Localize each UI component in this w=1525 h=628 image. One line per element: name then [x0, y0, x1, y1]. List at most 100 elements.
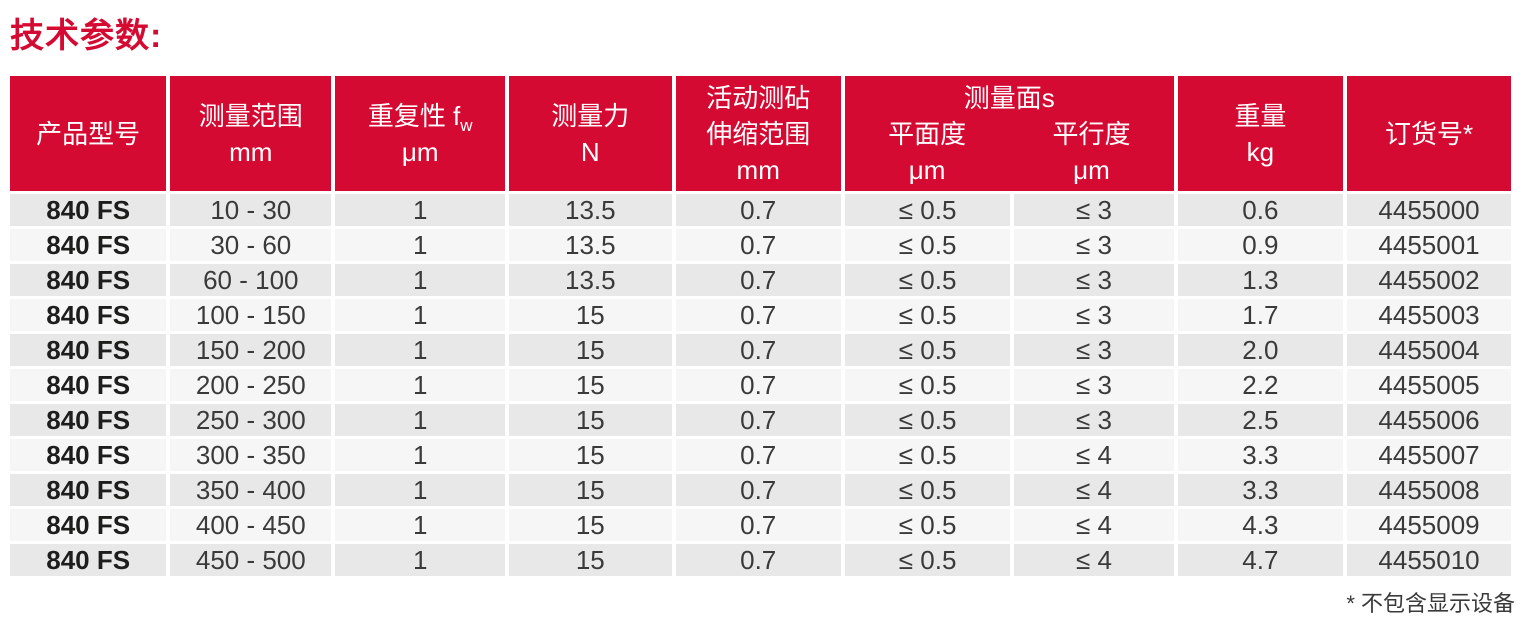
- col-header-label: 重复性 fw: [367, 100, 473, 135]
- cell-product-model: 840 FS: [10, 299, 167, 331]
- table-cell: 4.3: [1177, 509, 1344, 541]
- table-cell: ≤ 0.5: [844, 334, 1011, 366]
- table-cell: ≤ 3: [1014, 194, 1174, 226]
- table-cell: 200 - 250: [170, 369, 332, 401]
- table-cell: 4455008: [1347, 474, 1511, 506]
- table-cell: ≤ 3: [1014, 264, 1174, 296]
- table-cell: 0.7: [675, 264, 841, 296]
- table-cell: 4455000: [1347, 194, 1511, 226]
- faces-units: μm μm: [845, 152, 1174, 188]
- table-cell: 0.7: [675, 334, 841, 366]
- table-cell: 0.7: [675, 544, 841, 576]
- col-header-unit: μm: [401, 136, 439, 167]
- col-header-label: 订货号*: [1384, 118, 1474, 149]
- table-row: 840 FS 30 - 60 1 13.5 0.7 ≤ 0.5 ≤ 3 0.9 4455001: [10, 229, 1511, 261]
- table-cell: 450 - 500: [170, 544, 332, 576]
- table-cell: 15: [509, 474, 672, 506]
- table-cell: 1: [335, 299, 506, 331]
- table-cell: 1: [335, 544, 506, 576]
- col-header-label: 重量: [1234, 100, 1287, 131]
- table-cell: ≤ 0.5: [844, 404, 1011, 436]
- table-cell: 4455009: [1347, 509, 1511, 541]
- col-header-label: 伸缩范围: [706, 118, 811, 149]
- table-cell: ≤ 4: [1014, 439, 1174, 471]
- page-title: 技术参数:: [10, 17, 163, 55]
- table-cell: 13.5: [509, 194, 672, 226]
- table-cell: 15: [509, 544, 672, 576]
- cell-product-model: 840 FS: [10, 509, 167, 541]
- table-cell: 4455006: [1347, 404, 1511, 436]
- table-cell: ≤ 4: [1014, 474, 1174, 506]
- table-cell: ≤ 0.5: [844, 299, 1011, 331]
- cell-product-model: 840 FS: [10, 439, 167, 471]
- table-cell: 4455001: [1347, 229, 1511, 261]
- col-header-flatness-unit: μm: [908, 154, 946, 185]
- col-header-order-number: 订货号*: [1347, 76, 1511, 191]
- table-cell: 13.5: [509, 264, 672, 296]
- table-cell: 0.6: [1177, 194, 1344, 226]
- col-header-measuring-range: 测量范围 mm: [170, 76, 332, 191]
- table-cell: 15: [509, 509, 672, 541]
- table-cell: 1: [335, 264, 506, 296]
- cell-product-model: 840 FS: [10, 264, 167, 296]
- table-cell: 4455003: [1347, 299, 1511, 331]
- cell-product-model: 840 FS: [10, 334, 167, 366]
- footnote: * 不包含显示设备: [1346, 591, 1515, 616]
- table-row: 840 FS 100 - 150 1 15 0.7 ≤ 0.5 ≤ 3 1.7 4455003: [10, 299, 1511, 331]
- table-cell: ≤ 3: [1014, 299, 1174, 331]
- col-header-unit: mm: [736, 154, 780, 185]
- table-cell: ≤ 0.5: [844, 509, 1011, 541]
- col-header-label: 产品型号: [36, 118, 141, 149]
- specs-table: 产品型号 测量范围 mm 重复性 fw μm 测量力 N 活动测砧 伸缩范围: [6, 73, 1515, 579]
- col-header-unit: kg: [1246, 136, 1275, 167]
- table-row: 840 FS 10 - 30 1 13.5 0.7 ≤ 0.5 ≤ 3 0.6 4455000: [10, 194, 1511, 226]
- table-cell: ≤ 3: [1014, 229, 1174, 261]
- table-cell: ≤ 3: [1014, 334, 1174, 366]
- table-cell: 1.7: [1177, 299, 1344, 331]
- table-cell: ≤ 4: [1014, 544, 1174, 576]
- table-cell: 2.5: [1177, 404, 1344, 436]
- cell-product-model: 840 FS: [10, 404, 167, 436]
- table-cell: 1: [335, 439, 506, 471]
- cell-product-model: 840 FS: [10, 544, 167, 576]
- table-cell: ≤ 0.5: [844, 229, 1011, 261]
- table-cell: 0.7: [675, 509, 841, 541]
- table-cell: 1.3: [1177, 264, 1344, 296]
- table-cell: 15: [509, 439, 672, 471]
- table-row: 840 FS 450 - 500 1 15 0.7 ≤ 0.5 ≤ 4 4.7 4455010: [10, 544, 1511, 576]
- table-cell: 10 - 30: [170, 194, 332, 226]
- col-header-unit: mm: [229, 136, 273, 167]
- table-cell: 3.3: [1177, 474, 1344, 506]
- table-cell: 350 - 400: [170, 474, 332, 506]
- table-cell: 4455007: [1347, 439, 1511, 471]
- table-cell: 1: [335, 369, 506, 401]
- table-cell: 2.2: [1177, 369, 1344, 401]
- col-header-label: 测量范围: [198, 100, 303, 131]
- table-cell: ≤ 0.5: [844, 439, 1011, 471]
- col-header-measuring-faces: 测量面s 平面度 平行度 μm μm: [844, 76, 1174, 191]
- table-cell: 0.7: [675, 229, 841, 261]
- table-row: 840 FS 60 - 100 1 13.5 0.7 ≤ 0.5 ≤ 3 1.3 4455002: [10, 264, 1511, 296]
- col-header-product-model: 产品型号: [10, 76, 167, 191]
- table-cell: 0.7: [675, 194, 841, 226]
- table-cell: ≤ 0.5: [844, 474, 1011, 506]
- col-header-weight: 重量 kg: [1177, 76, 1344, 191]
- table-cell: 0.7: [675, 439, 841, 471]
- cell-product-model: 840 FS: [10, 194, 167, 226]
- table-cell: 30 - 60: [170, 229, 332, 261]
- table-cell: 1: [335, 474, 506, 506]
- table-cell: 400 - 450: [170, 509, 332, 541]
- table-cell: ≤ 4: [1014, 509, 1174, 541]
- table-cell: 300 - 350: [170, 439, 332, 471]
- col-header-label: 活动测砧: [706, 82, 811, 113]
- table-cell: 0.9: [1177, 229, 1344, 261]
- table-cell: 0.7: [675, 404, 841, 436]
- table-cell: 250 - 300: [170, 404, 332, 436]
- col-header-anvil-travel: 活动测砧 伸缩范围 mm: [675, 76, 841, 191]
- cell-product-model: 840 FS: [10, 369, 167, 401]
- table-cell: 4455002: [1347, 264, 1511, 296]
- header-row: 产品型号 测量范围 mm 重复性 fw μm 测量力 N 活动测砧 伸缩范围: [10, 76, 1511, 191]
- cell-product-model: 840 FS: [10, 229, 167, 261]
- table-cell: 1: [335, 194, 506, 226]
- faces-sublabels: 平面度 平行度: [845, 116, 1174, 152]
